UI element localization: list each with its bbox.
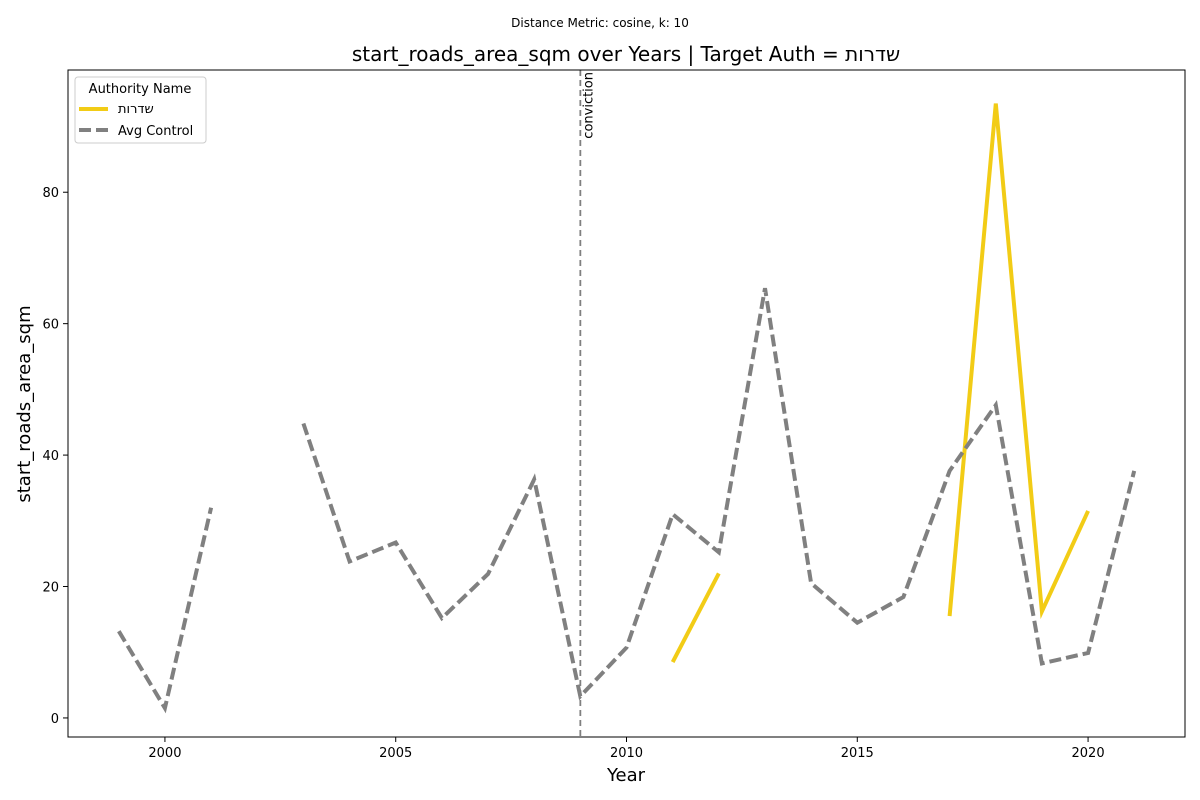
y-tick-label: 40 [42, 449, 59, 464]
legend: Authority Name שדרות Avg Control [74, 76, 207, 144]
legend-title: Authority Name [89, 82, 192, 97]
x-tick-label: 2005 [379, 746, 412, 761]
x-tick-label: 2020 [1072, 746, 1105, 761]
y-axis: 0 20 40 60 80 [42, 186, 68, 727]
legend-label-target: שדרות [118, 102, 154, 117]
chart-suptitle: Distance Metric: cosine, k: 10 [511, 16, 689, 30]
plot-content: conviction [117, 70, 1137, 737]
legend-box [74, 76, 207, 144]
y-axis-label: start_roads_area_sqm [14, 305, 35, 502]
x-tick-label: 2015 [841, 746, 874, 761]
y-tick-label: 80 [42, 186, 59, 201]
series-avg-control-line [117, 507, 214, 714]
series-target-line [947, 103, 1090, 620]
x-axis: 2000 2005 2010 2015 2020 [148, 737, 1105, 761]
series-target-line [670, 572, 721, 664]
y-tick-label: 60 [42, 318, 59, 333]
y-tick-label: 20 [42, 581, 59, 596]
x-axis-label: Year [606, 765, 646, 786]
annotation-label: conviction [581, 72, 596, 139]
x-tick-label: 2000 [148, 746, 181, 761]
series-avg-control-line [301, 287, 1137, 701]
legend-label-avg-control: Avg Control [118, 124, 193, 139]
y-tick-label: 0 [51, 712, 59, 727]
plot-frame [67, 69, 1186, 738]
chart-title: start_roads_area_sqm over Years | Target… [352, 42, 900, 66]
x-tick-label: 2010 [610, 746, 643, 761]
